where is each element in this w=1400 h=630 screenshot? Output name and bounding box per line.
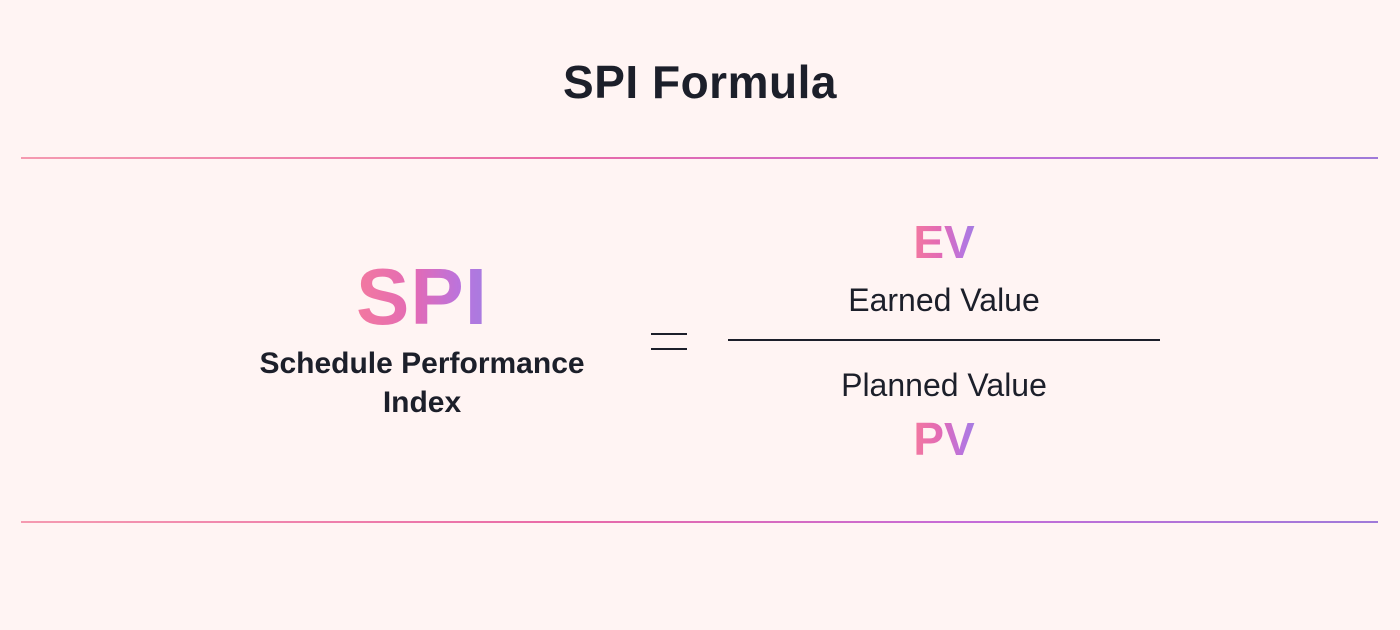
numerator-abbreviation: EV — [728, 216, 1160, 268]
pv-abbreviation: PV — [913, 413, 975, 465]
fraction-bar — [728, 339, 1160, 341]
top-divider — [21, 157, 1378, 159]
spi-full-name: Schedule Performance Index — [259, 347, 585, 419]
equals-bar-top — [651, 333, 687, 335]
bottom-divider — [21, 521, 1378, 523]
spi-abbreviation: SPI — [356, 252, 488, 341]
denominator-abbreviation: PV — [728, 413, 1160, 465]
page-title: SPI Formula — [563, 56, 837, 108]
ev-abbreviation: EV — [913, 216, 975, 268]
numerator-label: Earned Value — [848, 282, 1040, 318]
formula-lhs: SPI Schedule Performance Index — [222, 252, 622, 422]
equals-bar-bottom — [651, 348, 687, 350]
denominator-label: Planned Value — [841, 367, 1047, 403]
equals-sign — [651, 331, 687, 351]
